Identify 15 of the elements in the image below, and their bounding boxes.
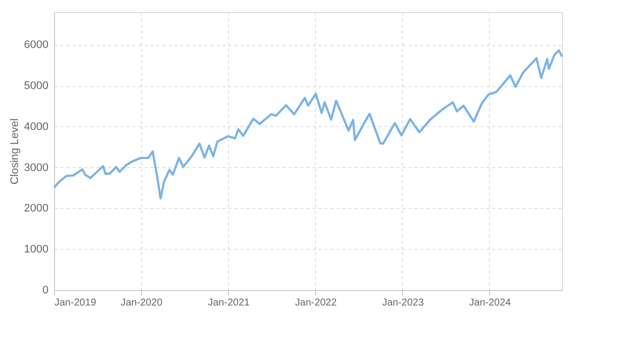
y-tick-label: 1000 [24, 244, 48, 256]
y-tick-label: 4000 [24, 120, 48, 133]
line-series [53, 49, 564, 200]
x-tick-label: Jan-2023 [382, 298, 424, 308]
x-tick-label: Jan-2024 [469, 298, 512, 308]
x-tick-label: Jan-2019 [54, 298, 97, 308]
y-tick-label: 6000 [24, 39, 48, 52]
y-tick-label: 3000 [24, 162, 48, 174]
y-tick-label: 5000 [24, 80, 48, 92]
x-tick-label: Jan-2020 [120, 298, 163, 308]
x-tick-label: Jan-2022 [295, 298, 338, 308]
y-axis-title: Closing Level [9, 118, 22, 185]
x-tick-label: Jan-2021 [208, 298, 250, 308]
y-tick-label: 0 [42, 284, 48, 296]
y-tick-label: 2000 [24, 202, 48, 215]
